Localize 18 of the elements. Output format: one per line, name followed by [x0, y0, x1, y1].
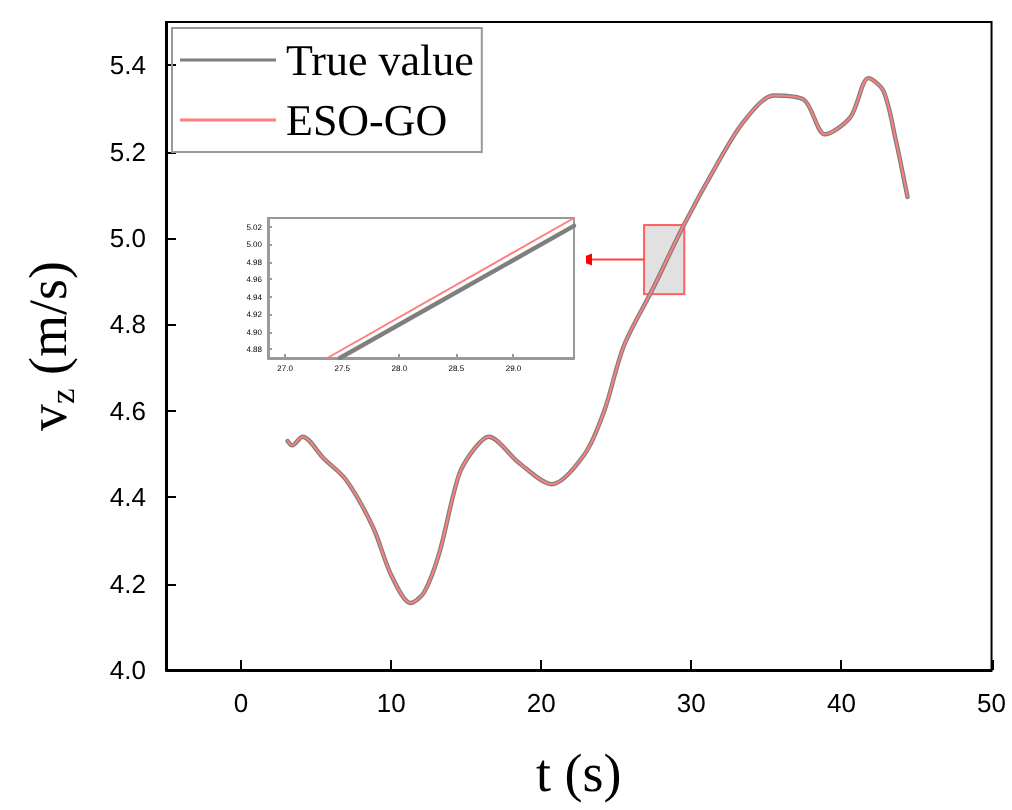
y-tick-label: 4.4: [109, 482, 146, 513]
y-tick-label: 5.2: [109, 136, 146, 167]
y-axis-title: vz (m/s): [18, 260, 82, 432]
y-tick-label: 4.0: [109, 655, 146, 685]
y-tick-label: 5.4: [109, 50, 146, 81]
x-tick-label: 30: [676, 688, 706, 718]
x-tick-label: 0: [233, 688, 249, 718]
x-tick-label: 10: [376, 688, 406, 718]
x-tick-label: 40: [826, 688, 856, 718]
y-tick-label: 4.2: [109, 568, 146, 599]
x-axis-title: t (s): [536, 743, 622, 803]
y-tick-label: 4.8: [109, 309, 146, 340]
x-tick-label: 50: [977, 688, 1007, 718]
y-tick-label: 5.0: [109, 223, 146, 253]
legend-label: True value: [286, 35, 474, 85]
x-tick-label: 20: [526, 688, 556, 718]
y-tick-label: 4.6: [109, 395, 146, 426]
legend-label: ESO-GO: [286, 95, 448, 145]
